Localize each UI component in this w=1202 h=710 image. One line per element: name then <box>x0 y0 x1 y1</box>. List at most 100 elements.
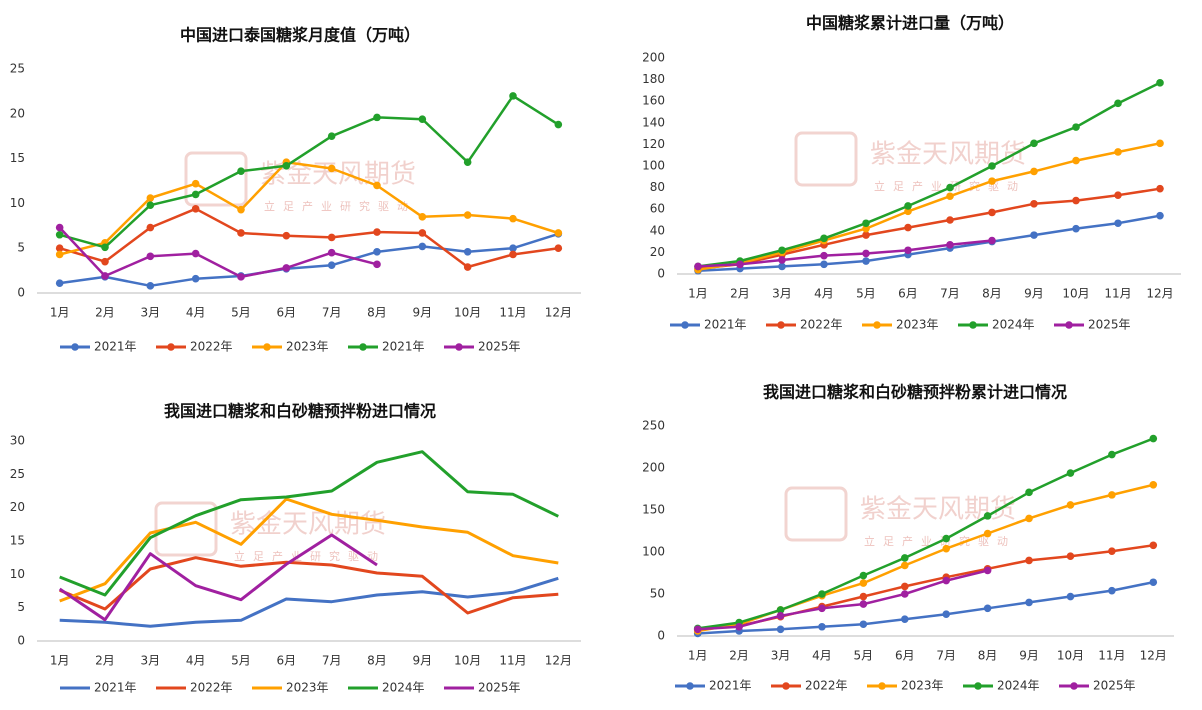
data-point <box>818 622 826 631</box>
data-point <box>1072 224 1080 233</box>
data-point <box>859 620 868 629</box>
y-tick-label: 0 <box>657 629 665 643</box>
y-tick-label: 20 <box>650 245 665 259</box>
x-tick-label: 11月 <box>499 654 526 668</box>
legend-marker <box>167 343 175 351</box>
data-point <box>818 590 826 598</box>
data-point <box>988 208 996 217</box>
legend-label: 2025年 <box>1093 679 1136 693</box>
x-tick-label: 6月 <box>277 654 297 668</box>
data-point <box>55 244 64 252</box>
data-point <box>1108 491 1116 499</box>
data-point <box>693 625 702 634</box>
watermark-title: 紫金天风期货 <box>230 510 386 540</box>
x-tick-label: 12月 <box>545 654 572 668</box>
series-line <box>697 580 1154 635</box>
watermark-seal <box>184 151 248 207</box>
x-tick-label: 4月 <box>812 649 832 663</box>
watermark-title: 紫金天风期货 <box>860 495 1016 525</box>
x-tick-label: 7月 <box>936 649 956 663</box>
data-point <box>1149 578 1158 587</box>
data-point <box>694 262 702 271</box>
data-point <box>146 282 155 290</box>
series-line <box>59 94 559 249</box>
data-point <box>418 229 427 237</box>
data-point <box>1072 196 1080 205</box>
data-point <box>983 529 992 538</box>
watermark-subtitle: 立足产业研究驱动 <box>234 549 386 563</box>
data-point <box>282 231 291 240</box>
y-tick-label: 80 <box>650 180 665 194</box>
legend-label: 2025年 <box>478 340 521 354</box>
watermark-title: 紫金天风期货 <box>870 140 1026 170</box>
y-tick-label: 100 <box>642 545 665 559</box>
data-point <box>946 216 954 224</box>
legend-marker <box>782 682 790 690</box>
series-line <box>59 497 559 603</box>
data-point <box>1156 211 1164 220</box>
data-point <box>1066 469 1075 477</box>
watermark-seal <box>784 486 848 542</box>
y-tick-label: 150 <box>642 503 665 517</box>
x-tick-label: 11月 <box>1098 649 1125 663</box>
legend-marker <box>71 343 79 351</box>
y-tick-label: 20 <box>10 106 25 120</box>
data-point <box>862 231 870 239</box>
data-point <box>55 250 64 259</box>
data-point <box>327 164 336 173</box>
data-point <box>327 132 336 140</box>
data-point <box>820 234 828 243</box>
watermark-subtitle: 立足产业研究驱动 <box>864 534 1016 548</box>
data-point <box>1156 79 1164 87</box>
legend-marker <box>974 682 982 690</box>
y-tick-label: 180 <box>642 72 665 86</box>
watermark-seal <box>794 131 858 187</box>
legend-label: 2025年 <box>1088 318 1131 332</box>
data-point <box>1114 99 1122 108</box>
y-tick-label: 15 <box>10 534 25 548</box>
data-point <box>509 214 517 223</box>
legend-label: 2023年 <box>896 318 939 332</box>
x-tick-label: 9月 <box>413 306 433 320</box>
data-point <box>509 250 517 259</box>
data-point <box>1025 488 1033 497</box>
data-point <box>900 582 909 591</box>
legend-marker <box>878 682 886 690</box>
data-point <box>1030 200 1038 208</box>
data-point <box>776 612 785 620</box>
data-point <box>778 246 786 255</box>
x-tick-label: 3月 <box>141 306 161 320</box>
data-point <box>1030 139 1038 148</box>
x-tick-label: 3月 <box>771 649 791 663</box>
legend-label: 2021年 <box>382 340 425 354</box>
data-point <box>988 162 996 170</box>
data-point <box>820 260 828 269</box>
legend-label: 2022年 <box>800 318 843 332</box>
x-tick-label: 5月 <box>856 287 876 301</box>
series-line <box>697 142 1161 271</box>
x-tick-label: 9月 <box>1024 287 1044 301</box>
data-point <box>146 252 155 261</box>
x-tick-label: 1月 <box>688 649 708 663</box>
data-point <box>1149 434 1158 443</box>
x-tick-label: 2月 <box>730 287 750 301</box>
x-tick-label: 1月 <box>50 306 70 320</box>
data-point <box>942 576 951 585</box>
data-point <box>373 113 381 122</box>
data-point <box>1025 514 1033 523</box>
y-tick-label: 120 <box>642 137 665 151</box>
legend-marker <box>873 321 881 329</box>
data-point <box>146 201 155 209</box>
data-point <box>1149 481 1158 489</box>
data-point <box>1108 547 1116 555</box>
y-tick-label: 250 <box>642 419 665 433</box>
legend-label: 2024年 <box>997 679 1040 693</box>
y-tick-label: 25 <box>10 62 25 76</box>
x-tick-label: 4月 <box>186 654 206 668</box>
data-point <box>101 243 109 252</box>
data-point <box>736 260 744 269</box>
data-point <box>1066 552 1075 560</box>
